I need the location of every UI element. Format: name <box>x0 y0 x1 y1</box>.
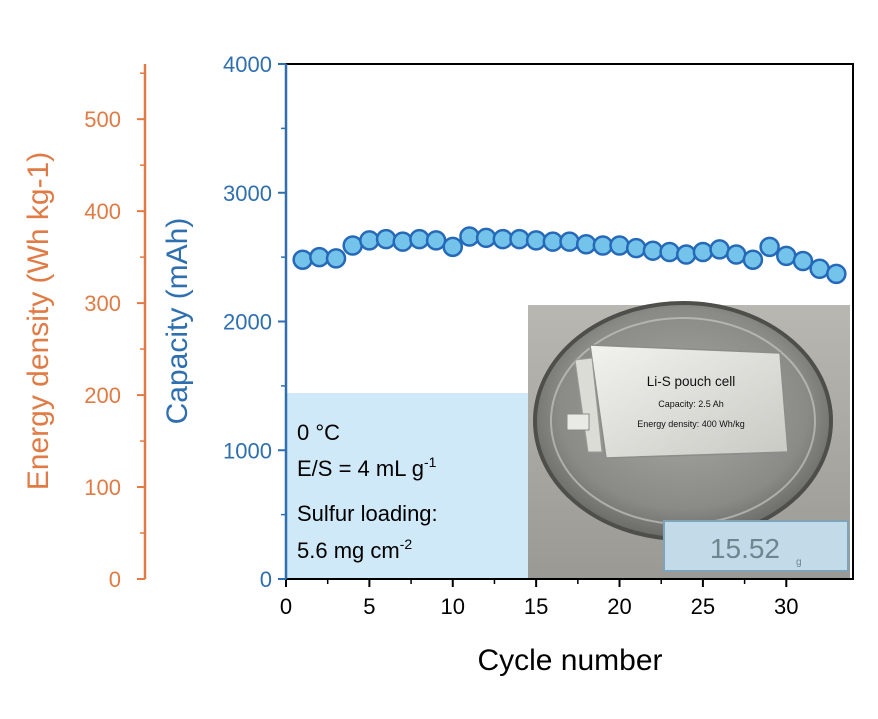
capacity-point <box>742 249 764 270</box>
conditions-temperature: 0 °C <box>297 420 340 445</box>
x-tick-label: 25 <box>691 594 715 619</box>
capacity-point <box>392 231 413 252</box>
capacity-point <box>442 236 464 258</box>
capacity-point <box>642 240 664 261</box>
energy-tick-label: 400 <box>84 199 121 224</box>
x-tick-label: 20 <box>607 594 631 619</box>
capacity-point <box>309 246 330 268</box>
capacity-point <box>375 228 397 250</box>
energy-axis-ticks: 0 100 200 300 400 500 <box>84 72 145 592</box>
capacity-point <box>759 236 780 258</box>
capacity-point <box>609 235 630 256</box>
capacity-point <box>692 241 714 263</box>
conditions-sulfur-label: Sulfur loading: <box>297 501 438 526</box>
capacity-series <box>292 226 847 285</box>
capacity-point <box>325 248 347 269</box>
capacity-tick-label: 1000 <box>223 438 272 463</box>
capacity-point <box>826 263 847 285</box>
energy-tick-label: 300 <box>84 291 121 316</box>
pouch-cell <box>589 344 789 459</box>
capacity-point <box>792 250 814 272</box>
scale-display <box>663 520 849 572</box>
capacity-point <box>675 244 697 265</box>
x-axis-ticks: 0 5 10 15 20 25 30 <box>280 579 799 619</box>
capacity-point <box>525 230 547 251</box>
capacity-point <box>425 230 447 251</box>
capacity-point <box>409 228 430 250</box>
pouch-label-energy: Energy density: 400 Wh/kg <box>637 419 745 429</box>
conditions-box <box>287 393 528 579</box>
capacity-point <box>709 239 730 260</box>
x-tick-label: 15 <box>524 594 548 619</box>
capacity-point <box>509 228 530 250</box>
capacity-point <box>292 249 313 270</box>
capacity-point <box>492 228 514 250</box>
x-tick-label: 10 <box>441 594 465 619</box>
capacity-tick-label: 4000 <box>223 52 272 77</box>
capacity-point <box>559 231 580 252</box>
capacity-tick-label: 0 <box>260 567 272 592</box>
capacity-tick-label: 2000 <box>223 310 272 335</box>
capacity-point <box>592 235 614 256</box>
energy-axis-title: Energy density (Wh kg-1) <box>22 152 55 490</box>
capacity-point <box>575 234 597 255</box>
x-tick-label: 30 <box>774 594 798 619</box>
capacity-axis-title: Capacity (mAh) <box>161 218 194 425</box>
capacity-point <box>776 245 797 267</box>
energy-tick-label: 500 <box>84 107 121 132</box>
pouch-label-capacity: Capacity: 2.5 Ah <box>658 399 724 409</box>
capacity-tick-label: 3000 <box>223 181 272 206</box>
capacity-point <box>809 258 830 279</box>
energy-tick-label: 200 <box>84 383 121 408</box>
capacity-point <box>475 227 497 249</box>
x-tick-label: 5 <box>363 594 375 619</box>
pouch-cell-photo: Li-S pouch cell Capacity: 2.5 Ah Energy … <box>528 301 850 579</box>
x-tick-label: 0 <box>280 594 292 619</box>
scale-unit: g <box>796 557 802 568</box>
capacity-point <box>459 226 480 247</box>
capacity-point <box>625 237 647 259</box>
energy-tick-label: 100 <box>84 475 121 500</box>
conditions-sulfur-value: 5.6 mg cm-2 <box>297 536 412 563</box>
capacity-point <box>659 241 680 263</box>
capacity-axis-ticks: 0 1000 2000 3000 4000 <box>223 52 286 592</box>
pouch-label-title: Li-S pouch cell <box>647 374 736 389</box>
capacity-point <box>542 231 564 252</box>
capacity-point <box>726 244 747 265</box>
x-axis-title: Cycle number <box>477 644 662 677</box>
energy-tick-label: 0 <box>109 567 121 592</box>
capacity-point <box>359 230 380 251</box>
conditions-es-ratio: E/S = 4 mL g-1 <box>297 454 437 481</box>
scale-reading: 15.52 <box>710 533 780 564</box>
capacity-point <box>342 235 363 256</box>
